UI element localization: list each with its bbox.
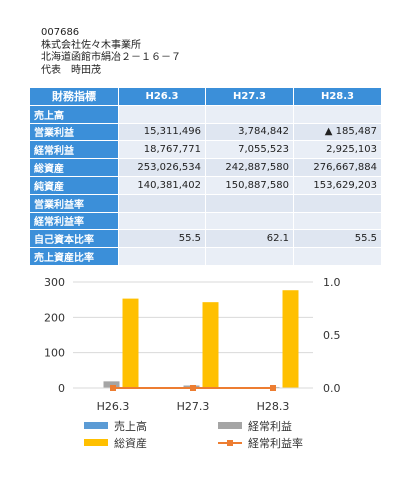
row-label: 売上高: [30, 105, 118, 123]
marker-経常利益率: [110, 385, 116, 391]
table-cell: 7,055,523: [206, 141, 293, 159]
marker-経常利益率: [190, 385, 196, 391]
table-cell: 62.1: [206, 230, 293, 248]
table-cell: [206, 105, 293, 123]
company-representative: 代表 時田茂: [41, 64, 101, 76]
x-tick-label: H26.3: [97, 400, 130, 413]
company-code: 007686: [41, 27, 80, 38]
table-cell: [294, 212, 381, 230]
y-tick-label-right: 0.0: [323, 382, 341, 395]
row-label: 売上資産比率: [30, 248, 118, 265]
marker-経常利益率: [270, 385, 276, 391]
table-row: 純資産 140,381,402 150,887,580 153,629,203: [30, 176, 381, 194]
legend-marker: [227, 440, 233, 446]
company-address: 北海道函館市絹冶２－１６－７: [41, 52, 181, 63]
company-header: 007686 株式会社佐々木事業所 北海道函館市絹冶２－１６－７ 代表 時田茂: [41, 27, 181, 77]
column-header: H28.3: [294, 88, 381, 105]
table-header-row: 財務指標 H26.3 H27.3 H28.3: [30, 88, 381, 105]
legend-swatch: [218, 422, 242, 429]
table-cell: [119, 105, 205, 123]
table-cell: 140,381,402: [119, 176, 205, 194]
table-row: 売上資産比率: [30, 248, 381, 265]
legend-label: 経常利益率: [248, 436, 303, 450]
x-tick-label: H28.3: [257, 400, 290, 413]
y-tick-label-left: 300: [44, 276, 65, 289]
bar-総資産: [202, 302, 219, 388]
table-row: 売上高: [30, 105, 381, 123]
table-cell: [119, 248, 205, 265]
legend-label: 売上高: [114, 419, 147, 433]
table-row: 営業利益率: [30, 194, 381, 212]
column-header: H27.3: [206, 88, 293, 105]
row-label: 営業利益率: [30, 194, 118, 212]
table-cell: [294, 194, 381, 212]
table-cell: [294, 248, 381, 265]
legend-swatch: [84, 439, 108, 446]
table-cell: [206, 248, 293, 265]
table-row: 総資産 253,026,534 242,887,580 276,667,884: [30, 159, 381, 176]
table-cell: 150,887,580: [206, 176, 293, 194]
legend-label: 経常利益: [248, 419, 292, 433]
row-label: 経常利益率: [30, 212, 118, 230]
y-tick-label-left: 0: [58, 382, 65, 395]
table-cell: [119, 194, 205, 212]
table-cell: 253,026,534: [119, 159, 205, 176]
table-cell: [206, 194, 293, 212]
bar-経常利益: [103, 381, 120, 388]
table-cell: [206, 212, 293, 230]
legend-swatch: [84, 422, 108, 429]
table-cell: 153,629,203: [294, 176, 381, 194]
legend-label: 総資産: [114, 436, 147, 450]
table-row: 営業利益 15,311,496 3,784,842 ▲ 185,487: [30, 123, 381, 141]
x-tick-label: H27.3: [177, 400, 210, 413]
table-cell: 3,784,842: [206, 123, 293, 141]
table-cell: 276,667,884: [294, 159, 381, 176]
table-cell: [119, 212, 205, 230]
column-header: H26.3: [119, 88, 205, 105]
table-row: 自己資本比率 55.5 62.1 55.5: [30, 230, 381, 248]
table-row: 経常利益 18,767,771 7,055,523 2,925,103: [30, 141, 381, 159]
row-label: 営業利益: [30, 123, 118, 141]
bar-総資産: [282, 290, 299, 388]
table-cell: 18,767,771: [119, 141, 205, 159]
row-label: 総資産: [30, 159, 118, 176]
y-tick-label-left: 100: [44, 347, 65, 360]
table-cell: 15,311,496: [119, 123, 205, 141]
bar-総資産: [122, 298, 139, 388]
table-row: 経常利益率: [30, 212, 381, 230]
table-cell: 242,887,580: [206, 159, 293, 176]
row-label: 純資産: [30, 176, 118, 194]
table-cell: 55.5: [119, 230, 205, 248]
y-tick-label-left: 200: [44, 311, 65, 324]
table-cell: 55.5: [294, 230, 381, 248]
y-tick-label-right: 1.0: [323, 276, 341, 289]
row-label: 経常利益: [30, 141, 118, 159]
table-cell: ▲ 185,487: [294, 123, 381, 141]
table-header-label: 財務指標: [30, 88, 118, 105]
y-tick-label-right: 0.5: [323, 329, 341, 342]
financial-table: 財務指標 H26.3 H27.3 H28.3 売上高 営業利益 15,311,49…: [29, 87, 382, 266]
row-label: 自己資本比率: [30, 230, 118, 248]
company-name: 株式会社佐々木事業所: [41, 39, 141, 51]
table-cell: 2,925,103: [294, 141, 381, 159]
table-cell: [294, 105, 381, 123]
